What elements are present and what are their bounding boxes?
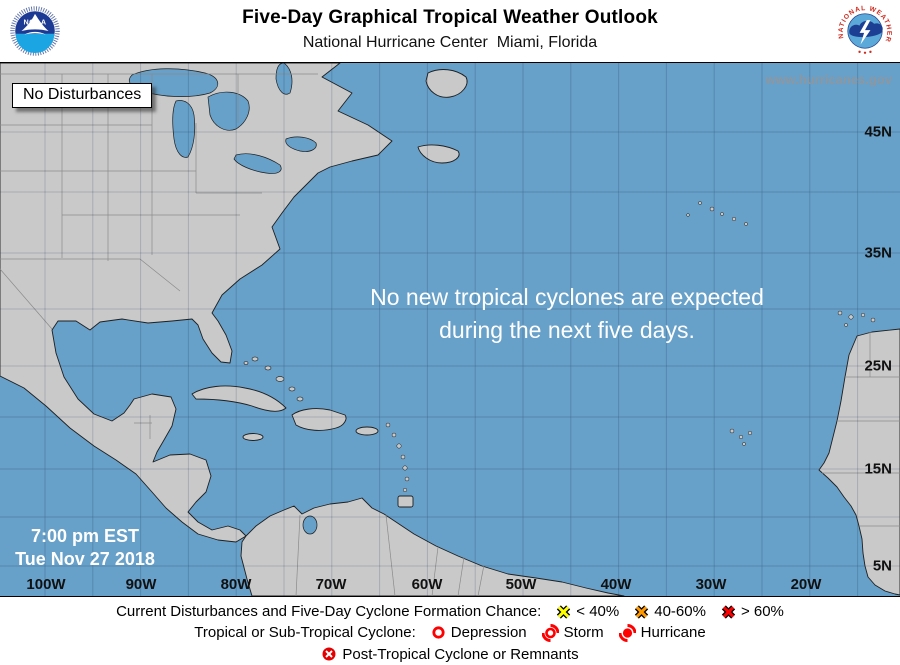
legend-item-hurricane: Hurricane bbox=[618, 623, 706, 642]
issuance-timestamp: 7:00 pm EST Tue Nov 27 2018 bbox=[10, 525, 160, 571]
lat-label-5n: 5N bbox=[872, 557, 892, 575]
lon-label-20w: 20W bbox=[790, 576, 822, 593]
depression-label: Depression bbox=[450, 624, 527, 642]
lon-label-70w: 70W bbox=[315, 576, 347, 593]
legend-row-formation-chance: Current Disturbances and Five-Day Cyclon… bbox=[116, 601, 784, 622]
outlook-message-line2: during the next five days. bbox=[439, 317, 695, 343]
x-mark-orange-icon bbox=[634, 605, 649, 619]
status-badge: No Disturbances bbox=[12, 83, 153, 108]
page-subtitle: National Hurricane Center Miami, Florida bbox=[302, 34, 598, 51]
svg-text:NOAA: NOAA bbox=[24, 17, 47, 26]
noaa-logo-icon: NOAA bbox=[8, 4, 62, 63]
basemap-graphic bbox=[0, 63, 900, 596]
legend-item-medium-chance: 40-60% bbox=[634, 603, 706, 620]
hurricane-label: Hurricane bbox=[640, 624, 706, 642]
medium-chance-label: 40-60% bbox=[654, 603, 706, 621]
hurricane-icon bbox=[618, 623, 636, 642]
legend-item-high-chance: > 60% bbox=[721, 603, 784, 620]
legend: Current Disturbances and Five-Day Cyclon… bbox=[0, 598, 900, 665]
storm-icon bbox=[541, 623, 559, 642]
low-chance-label: < 40% bbox=[576, 603, 620, 621]
lon-label-80w: 80W bbox=[220, 576, 252, 593]
x-mark-yellow-icon bbox=[556, 605, 571, 619]
post-tropical-icon bbox=[321, 646, 337, 662]
outlook-message-line1: No new tropical cyclones are expected bbox=[370, 284, 764, 310]
legend-item-low-chance: < 40% bbox=[556, 603, 619, 620]
formation-chance-label: Current Disturbances and Five-Day Cyclon… bbox=[116, 603, 542, 621]
lat-label-35n: 35N bbox=[864, 244, 892, 262]
lon-label-60w: 60W bbox=[411, 576, 443, 593]
outlook-message: No new tropical cyclones are expected du… bbox=[370, 281, 764, 347]
issuance-time: 7:00 pm EST bbox=[30, 526, 140, 546]
header-titles: Five-Day Graphical Tropical Weather Outl… bbox=[0, 0, 900, 52]
page-title: Five-Day Graphical Tropical Weather Outl… bbox=[242, 7, 658, 28]
header: NOAA Five-Day Graphical Tropical Weather… bbox=[0, 0, 900, 62]
legend-item-storm: Storm bbox=[541, 623, 604, 642]
atlantic-outlook-map: No Disturbances www.hurricanes.gov No ne… bbox=[0, 62, 900, 597]
issuance-date: Tue Nov 27 2018 bbox=[15, 549, 155, 569]
post-tropical-label: Post-Tropical Cyclone or Remnants bbox=[342, 645, 579, 663]
lon-label-40w: 40W bbox=[600, 576, 632, 593]
lat-label-45n: 45N bbox=[864, 123, 892, 141]
lon-label-50w: 50W bbox=[505, 576, 537, 593]
watermark-url: www.hurricanes.gov bbox=[765, 72, 892, 87]
cyclone-type-label: Tropical or Sub-Tropical Cyclone: bbox=[194, 624, 416, 642]
depression-icon bbox=[431, 625, 446, 640]
legend-row-post-tropical: Post-Tropical Cyclone or Remnants bbox=[321, 644, 579, 665]
storm-label: Storm bbox=[563, 624, 604, 642]
legend-item-post-tropical: Post-Tropical Cyclone or Remnants bbox=[321, 645, 579, 663]
lon-label-30w: 30W bbox=[695, 576, 727, 593]
nws-logo-icon: NATIONAL WEATHER SERVICE bbox=[833, 0, 894, 65]
x-mark-red-icon bbox=[721, 605, 736, 619]
lon-label-100w: 100W bbox=[26, 576, 66, 593]
high-chance-label: > 60% bbox=[740, 603, 784, 621]
lat-label-15n: 15N bbox=[864, 460, 892, 478]
legend-item-depression: Depression bbox=[431, 624, 527, 641]
lat-label-25n: 25N bbox=[864, 357, 892, 375]
legend-row-cyclone-types: Tropical or Sub-Tropical Cyclone: Depres… bbox=[194, 622, 706, 643]
lon-label-90w: 90W bbox=[125, 576, 157, 593]
